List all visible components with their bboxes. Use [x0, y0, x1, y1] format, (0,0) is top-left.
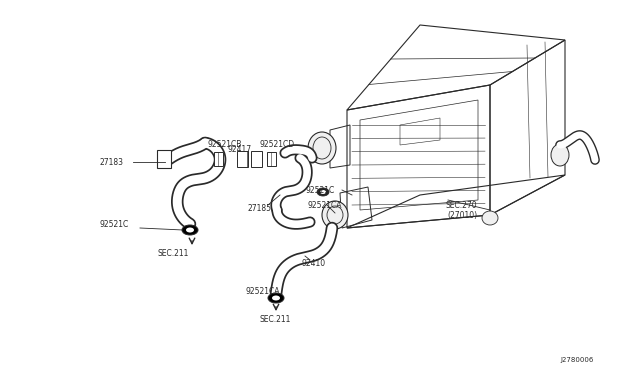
Ellipse shape	[317, 188, 329, 196]
Ellipse shape	[268, 293, 284, 303]
Ellipse shape	[308, 132, 336, 164]
Ellipse shape	[482, 211, 498, 225]
Bar	[157, 150, 171, 168]
Text: 92410: 92410	[302, 260, 326, 269]
Bar	[267, 152, 276, 166]
Ellipse shape	[320, 190, 326, 194]
Text: SEC.211: SEC.211	[157, 250, 188, 259]
Bar	[214, 152, 223, 166]
Bar	[237, 151, 248, 167]
Ellipse shape	[182, 225, 198, 235]
Ellipse shape	[272, 295, 280, 301]
Text: 92521C: 92521C	[100, 219, 129, 228]
Text: SEC.211: SEC.211	[260, 315, 291, 324]
Ellipse shape	[186, 228, 194, 232]
Text: 27185: 27185	[248, 203, 272, 212]
Text: 92521C: 92521C	[305, 186, 334, 195]
Text: (27010): (27010)	[447, 211, 477, 219]
Text: 92521CD: 92521CD	[259, 140, 294, 148]
Text: 92417: 92417	[227, 144, 251, 154]
Bar	[251, 151, 262, 167]
Text: 92521CB: 92521CB	[208, 140, 243, 148]
Text: 27183: 27183	[100, 157, 124, 167]
Ellipse shape	[551, 144, 569, 166]
Text: 92521CA: 92521CA	[246, 288, 280, 296]
Text: 92521CA: 92521CA	[308, 201, 342, 209]
Text: J2780006: J2780006	[560, 357, 593, 363]
Ellipse shape	[322, 201, 348, 229]
Text: SEC.270: SEC.270	[445, 201, 477, 209]
